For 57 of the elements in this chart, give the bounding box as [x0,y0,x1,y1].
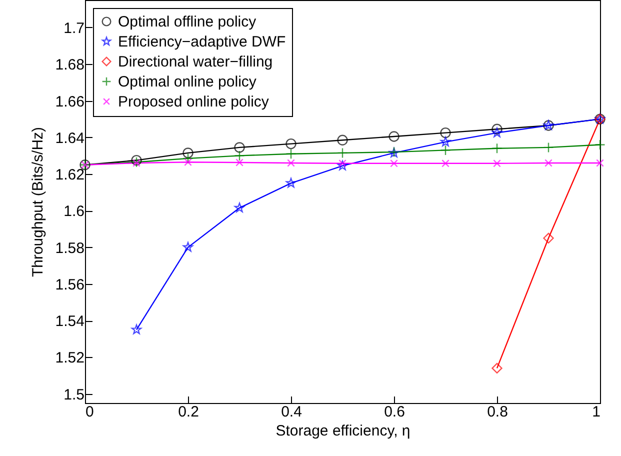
point [337,148,348,158]
point [286,178,296,188]
point [492,143,502,154]
point [337,134,348,146]
legend-label: Efficiency−adaptive DWF [118,34,286,50]
point [440,144,451,156]
legend-label: Proposed online policy [118,94,270,110]
y-tick-label: 1.5 [64,386,84,404]
point [132,159,140,167]
point [287,159,295,167]
point [544,159,552,167]
point [543,232,554,244]
x-tick-label: 0.6 [384,404,405,420]
point [234,150,245,162]
point [182,148,194,158]
point [286,148,296,160]
y-tick-label: 1.58 [55,240,84,257]
y-tick-label: 1.62 [55,166,84,184]
point [234,202,245,212]
y-tick-label: 1.6 [64,203,84,220]
point [594,139,606,150]
x-tick-label: 1 [592,404,600,420]
point [543,142,554,153]
legend-label: Directional water−filling [118,54,273,70]
x-tick-label: 0.2 [178,404,199,420]
point [286,138,296,150]
point [390,159,398,168]
legend-label: Optimal offline policy [118,14,257,30]
point [388,131,400,142]
point [492,124,502,134]
point [182,153,194,164]
point [234,142,245,153]
point [492,127,502,138]
x-axis-title: Storage efficiency, η [276,422,410,440]
y-tick-label: 1.56 [55,276,84,294]
legend-label: Optimal online policy [118,74,257,90]
point [492,362,502,374]
x-tick-label: 0.8 [487,404,508,420]
point [184,158,192,166]
y-tick-label: 1.7 [64,20,84,37]
point [596,159,604,167]
point [236,158,244,166]
point [131,324,142,334]
point [182,242,194,252]
x-tick-label: 0.4 [281,404,302,420]
y-tick-label: 1.54 [55,313,84,330]
y-tick-label: 1.64 [55,130,84,147]
point [442,159,450,168]
y-tick-label: 1.68 [55,56,84,74]
point [440,127,451,138]
point [493,159,501,168]
x-tick-label: 0 [86,404,94,420]
y-tick-label: 1.66 [55,93,84,110]
y-axis-title: Throughput (Bits/s/Hz) [29,126,46,278]
point [440,136,451,146]
y-tick-label: 1.52 [55,350,84,367]
point [337,160,348,170]
